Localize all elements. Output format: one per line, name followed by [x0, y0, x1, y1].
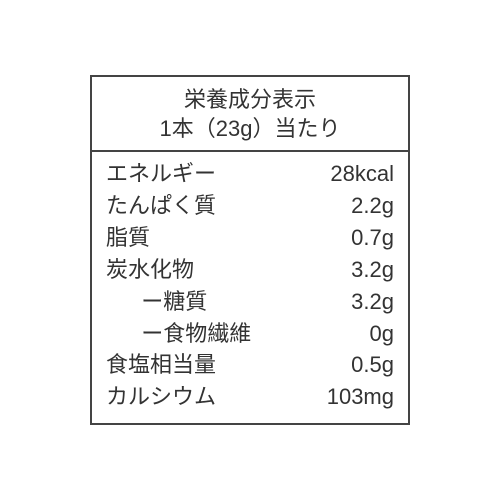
nutrition-row: 食塩相当量 0.5g [106, 349, 394, 381]
row-label: 炭水化物 [106, 254, 194, 286]
nutrition-row: 炭水化物 3.2g [106, 254, 394, 286]
row-value: 0g [370, 318, 394, 350]
row-value: 3.2g [351, 286, 394, 318]
row-label: ー糖質 [106, 286, 207, 318]
row-label: たんぱく質 [106, 190, 216, 222]
nutrition-facts-panel: 栄養成分表示 1本（23g）当たり エネルギー28kcalたんぱく質2.2g脂質… [90, 75, 410, 426]
nutrition-row: 脂質 0.7g [106, 222, 394, 254]
row-label: 食塩相当量 [106, 349, 216, 381]
row-value: 0.7g [351, 222, 394, 254]
row-value: 103mg [327, 381, 394, 413]
nutrition-rows: エネルギー 28kcal たんぱく質 2.2g 脂質 0.7g 炭水化物 3.2g ー糖質 3.2… [92, 152, 408, 423]
row-label: 脂質 [106, 222, 150, 254]
panel-header: 栄養成分表示 1本（23g）当たり [92, 77, 408, 152]
nutrition-row: ー糖質 3.2g [106, 286, 394, 318]
header-title: 栄養成分表示 [104, 85, 396, 115]
nutrition-row: たんぱく質 2.2g [106, 190, 394, 222]
row-label: ー食物繊維 [106, 318, 251, 350]
row-value: 28kcal [330, 158, 394, 190]
row-value: 2.2g [351, 190, 394, 222]
row-value: 0.5g [351, 349, 394, 381]
nutrition-row: エネルギー 28kcal [106, 158, 394, 190]
nutrition-row: カルシウム 103mg [106, 381, 394, 413]
row-value: 3.2g [351, 254, 394, 286]
row-label: カルシウム [106, 381, 216, 413]
header-serving: 1本（23g）当たり [104, 114, 396, 144]
nutrition-row: ー食物繊維 0g [106, 318, 394, 350]
row-label: エネルギー [106, 158, 216, 190]
